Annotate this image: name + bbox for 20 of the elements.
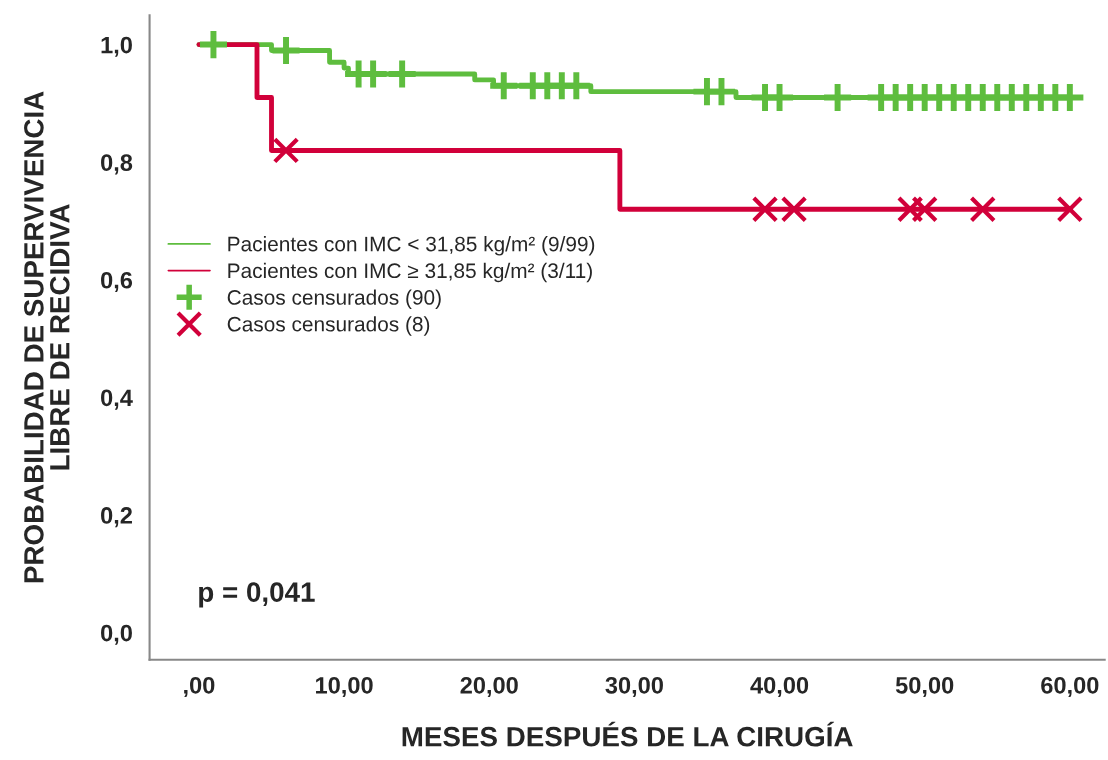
y-tick-label: 1,0	[101, 36, 132, 57]
x-tick-label: 20,00	[460, 676, 518, 698]
legend-label: Pacientes con IMC ≥ 31,85 kg/m² (3/11)	[228, 262, 592, 283]
legend-label: Casos censurados (90)	[227, 289, 441, 309]
y-tick-label: 0,4	[101, 389, 133, 410]
x-tick-label: 50,00	[895, 676, 954, 698]
annotation: p = 0,041	[199, 582, 315, 608]
x-axis-title: MESES DESPUÉS DE LA CIRUGÍA	[402, 721, 853, 747]
x-tick-label: 40,00	[750, 676, 809, 698]
x-tick-label: ,00	[184, 676, 215, 698]
y-axis-title: PROBABILIDAD DE SUPERVIVENCIA LIBRE DE RECIDIVA	[24, 91, 70, 583]
x-tick-label: 30,00	[605, 676, 663, 698]
y-tick-label: 0,2	[101, 507, 132, 528]
legend-label: Casos censurados (8)	[227, 316, 430, 336]
x-tick-label: 10,00	[316, 676, 373, 698]
y-tick-label: 0,6	[101, 271, 133, 293]
legend-label: Pacientes con IMC < 31,85 kg/m² (9/99)	[228, 236, 595, 256]
x-tick-label: 60,00	[1041, 676, 1099, 698]
y-tick-label: 0,8	[101, 154, 133, 175]
y-tick-label: 0,0	[101, 624, 132, 645]
